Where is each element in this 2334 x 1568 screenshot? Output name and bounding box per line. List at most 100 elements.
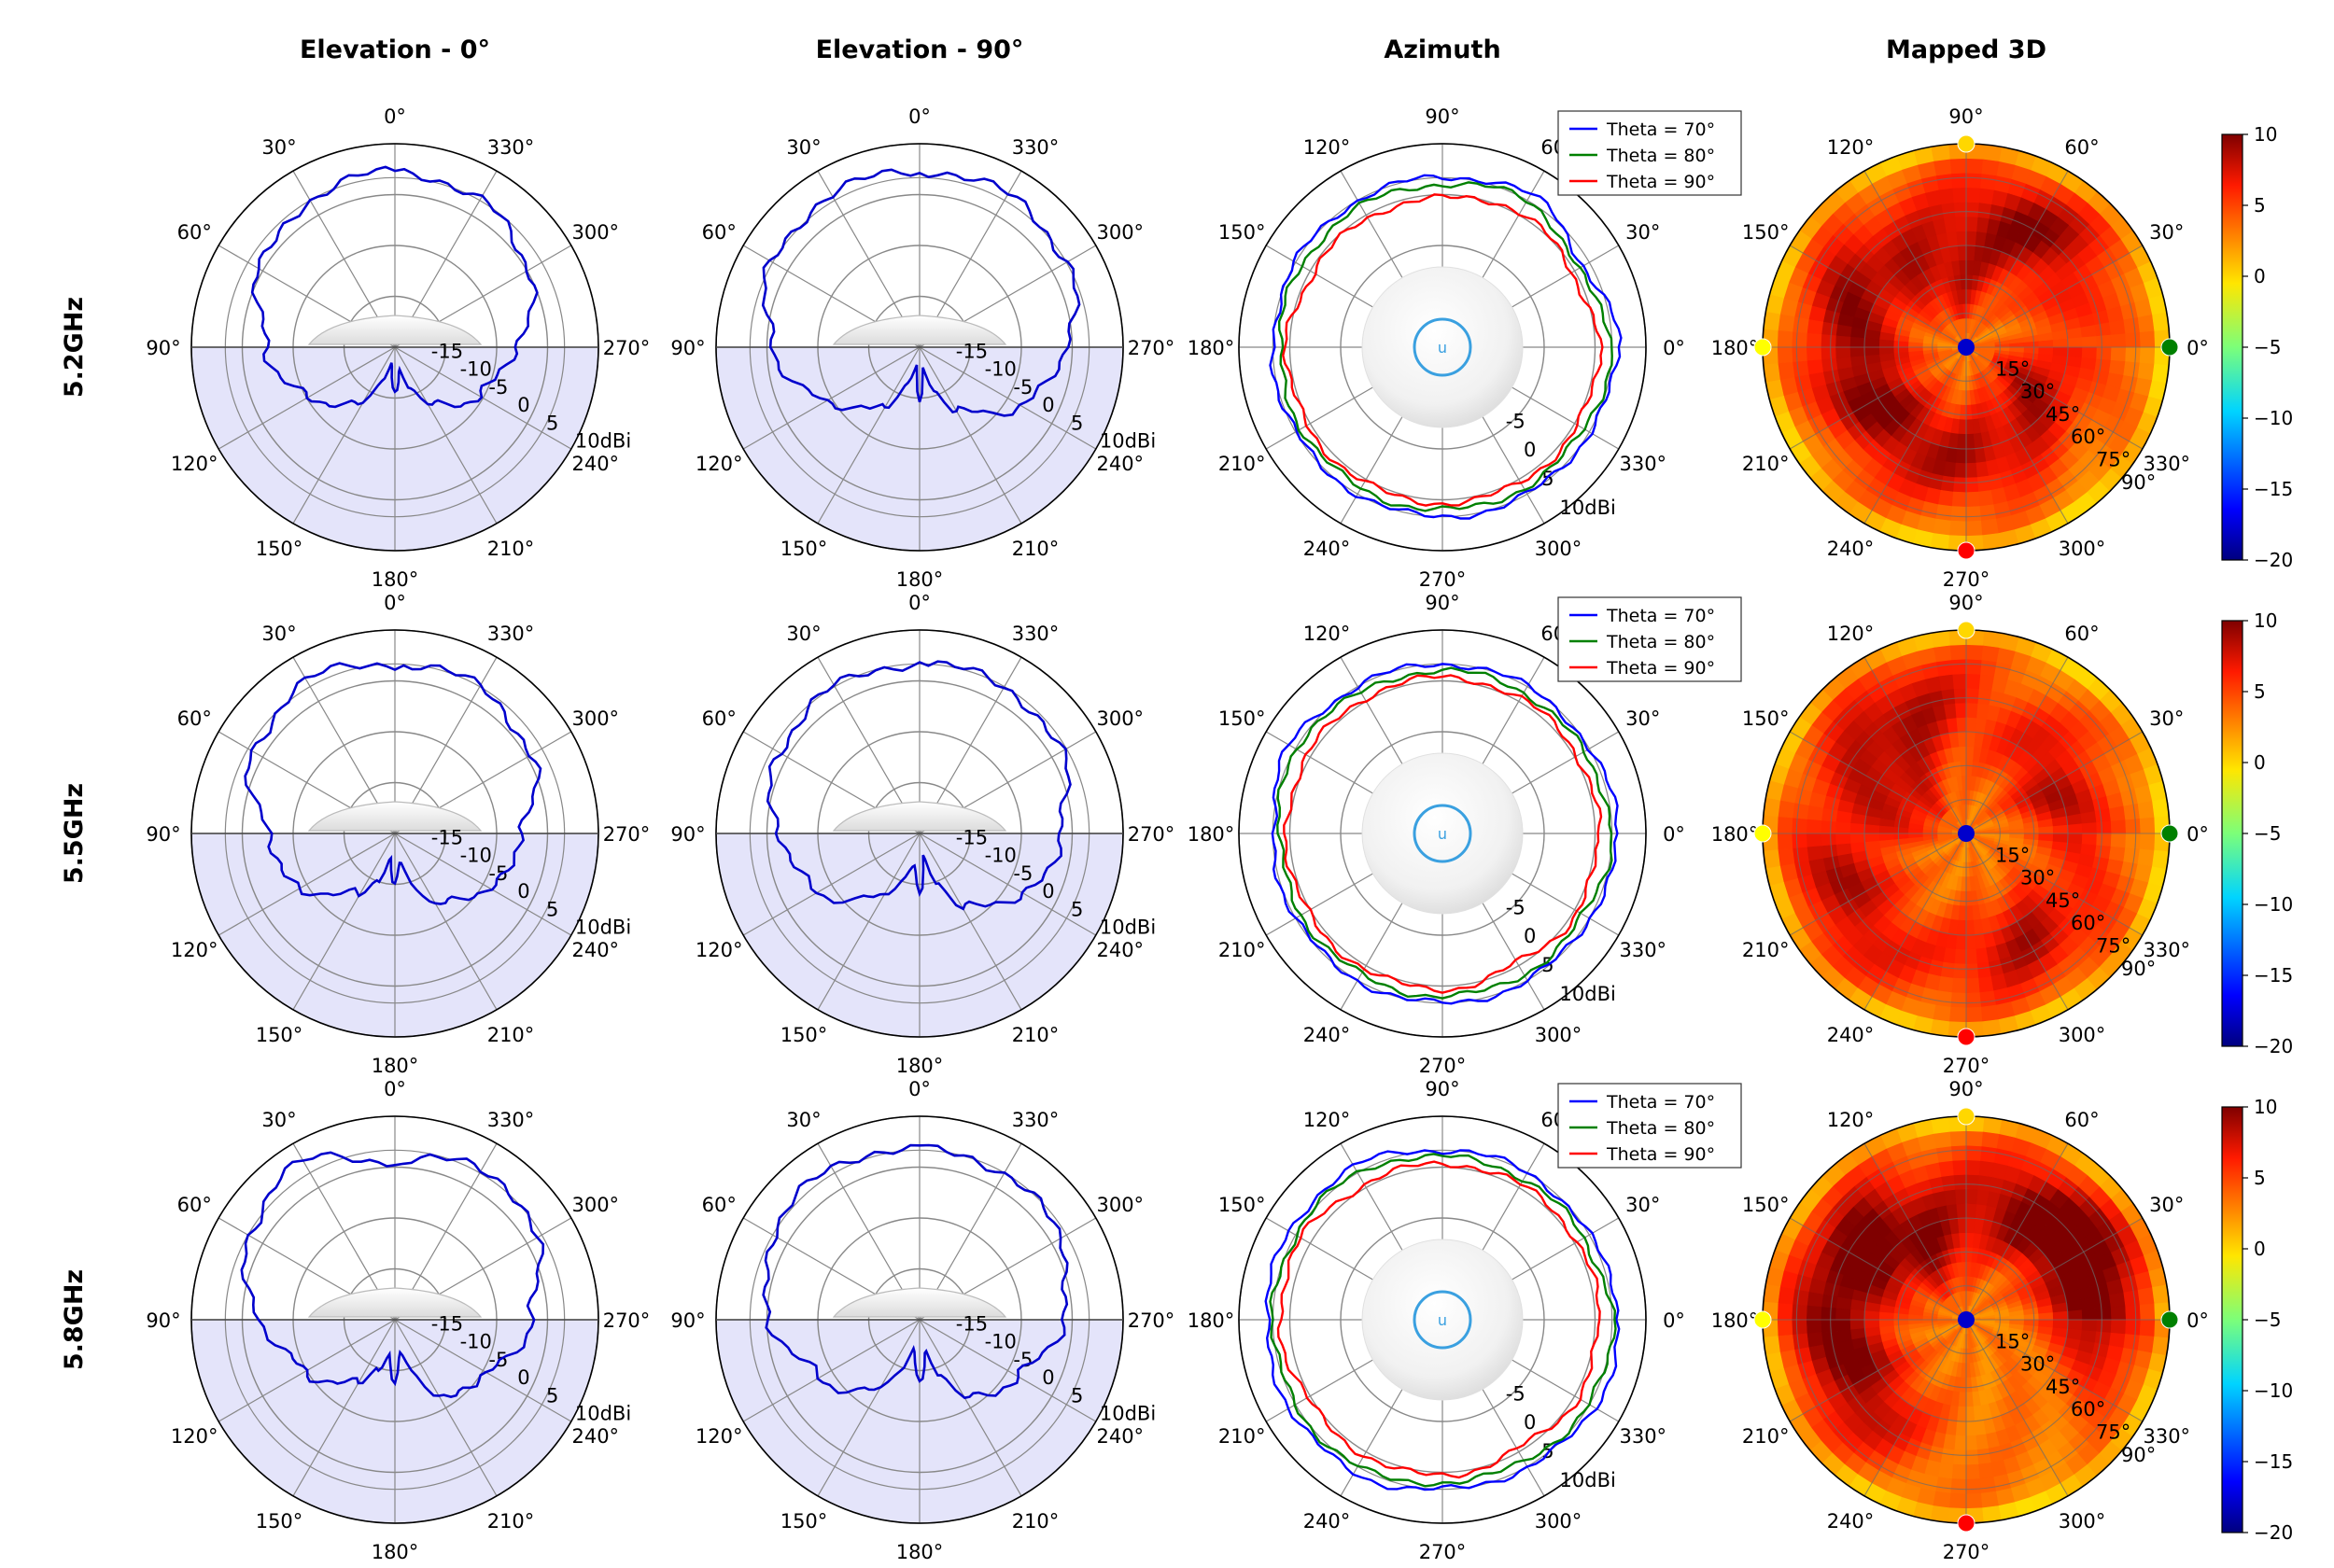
radial-tick-label: 10dBi (575, 917, 631, 939)
elevation-angle-tick: 150° (780, 1024, 828, 1046)
center-marker (1958, 825, 1975, 842)
heatmap-cell (1806, 833, 1822, 848)
heatmap-cell (1965, 658, 1982, 675)
heatmap-cell (2137, 1334, 2156, 1353)
heatmap-cell (1965, 775, 1972, 791)
heatmap-cell (1978, 674, 1995, 692)
mapped-radial-tick: 15° (1995, 357, 2030, 380)
heatmap-cell (1954, 702, 1967, 719)
colorbar: 10 5 0 −5 −10 −15 −20 (2221, 123, 2293, 571)
mapped-grid-spoke (1965, 245, 2144, 348)
elevation-angle-tick: 0° (384, 592, 406, 614)
colorbar-tick-label: 0 (2254, 265, 2266, 287)
elevation-angle-tick: 270° (603, 337, 651, 359)
heatmap-cell (1953, 687, 1967, 704)
elevation-angle-tick: 60° (702, 707, 737, 730)
colorbar-tick-label: −10 (2254, 1379, 2293, 1402)
heatmap-cell (1892, 826, 1909, 834)
elevation-angle-tick: 300° (1096, 707, 1144, 730)
access-point-side-image (307, 1287, 483, 1318)
radial-tick-label: 10dBi (575, 430, 631, 453)
colorbar-tick-label: −15 (2254, 1450, 2293, 1473)
azimuth-angle-tick: 0° (1663, 823, 1685, 846)
mapped-grid-spoke (1863, 346, 1967, 525)
colorbar-gradient (2221, 133, 2243, 561)
heatmap-cell (2081, 821, 2098, 834)
heatmap-cell (1954, 1435, 1967, 1451)
radial-tick-label: -10 (985, 845, 1017, 867)
heatmap-cell (1806, 1305, 1822, 1321)
heatmap-cell (1943, 1434, 1957, 1450)
heatmap-cell (1777, 1319, 1793, 1337)
heatmap-cell (2123, 316, 2141, 334)
heatmap-cell (2125, 833, 2142, 849)
azimuth-angle-tick: 30° (1625, 221, 1660, 244)
elevation-grid-spoke (919, 1319, 1022, 1497)
heatmap-cell (1791, 1304, 1807, 1321)
heatmap-cell (2123, 1333, 2141, 1351)
azimuth-trace-theta70-5.5GHz (1271, 663, 1619, 1005)
heatmap-cell (1791, 331, 1807, 348)
elevation-angle-tick: 120° (696, 1425, 743, 1448)
azimuth-legend: Theta = 70° Theta = 80° Theta = 90° (1557, 110, 1742, 196)
heatmap-cell (1965, 1159, 1981, 1176)
heatmap-cell (1975, 217, 1990, 233)
heatmap-cell (1777, 314, 1795, 333)
heatmap-cell (1978, 188, 1995, 205)
heatmap-cell (1965, 731, 1975, 748)
heatmap-cell (2009, 833, 2025, 839)
colorbar-tick-label: −20 (2254, 549, 2293, 571)
heatmap-cell (1953, 477, 1967, 494)
heatmap-cell (1976, 1174, 1992, 1192)
heatmap-cell (2081, 346, 2098, 359)
heatmap-cell (2110, 332, 2127, 348)
elevation-angle-tick: 30° (261, 623, 296, 645)
heatmap-cell (1820, 1307, 1836, 1321)
radial-tick-label: 10dBi (1560, 497, 1616, 519)
mapped-grid-spoke (1789, 731, 1967, 834)
heatmap-cell (1835, 810, 1852, 824)
heatmap-cell (1792, 1289, 1809, 1307)
direction-marker (2160, 1310, 2179, 1329)
heatmap-cell (2067, 1309, 2083, 1321)
azimuth-angle-tick: 300° (1535, 538, 1582, 560)
access-point-side-image (307, 315, 483, 345)
colorbar-tick-label: 5 (2254, 680, 2266, 703)
heatmap-cell (1965, 1203, 1977, 1219)
heatmap-cell (1933, 518, 1952, 537)
heatmap-cell (1777, 346, 1793, 364)
azimuth-trace-theta80-5.2GHz (1277, 181, 1613, 512)
mapped-angle-tick: 150° (1742, 221, 1790, 244)
legend-entry: Theta = 90° (1606, 172, 1715, 192)
colorbar-tick-label: −15 (2254, 964, 2293, 987)
heatmap-cell (1961, 390, 1967, 406)
heatmap-cell (1935, 173, 1953, 190)
colorbar-gradient (2221, 620, 2243, 1047)
heatmap-cell (2139, 330, 2156, 348)
elevation-grid-spoke (394, 833, 498, 1011)
heatmap-cell (2123, 847, 2141, 864)
mapped-grid-spoke (1789, 346, 1967, 450)
heatmap-cell (1980, 1491, 2000, 1509)
azimuth-angle-tick: 330° (1619, 1425, 1666, 1448)
azimuth-outer-ring (1238, 143, 1647, 552)
elevation-trace-5.2GHz (761, 168, 1081, 417)
mapped-radial-tick: 15° (1995, 844, 2030, 866)
heatmap-cell (1965, 245, 1975, 261)
heatmap-cell (1965, 963, 1979, 980)
colorbar: 10 5 0 −5 −10 −15 −20 (2221, 609, 2293, 1057)
heatmap-cell (1849, 1319, 1865, 1331)
heatmap-cell (1937, 975, 1954, 993)
heatmap-cell (1791, 818, 1807, 834)
heatmap-cell (1949, 1006, 1967, 1023)
heatmap-cell (1953, 1173, 1967, 1190)
heatmap-cell (1959, 1377, 1967, 1393)
radial-tick-label: -15 (431, 826, 463, 848)
mapped-angle-tick: 60° (2064, 136, 2099, 159)
heatmap-cell (1965, 448, 1977, 464)
colorbar-gradient (2221, 1106, 2243, 1533)
azimuth-angle-tick: 0° (1663, 1309, 1685, 1332)
elevation-angle-tick: 150° (780, 538, 828, 560)
heatmap-cell (1965, 231, 1977, 246)
azimuth-angle-tick: 120° (1303, 623, 1351, 645)
